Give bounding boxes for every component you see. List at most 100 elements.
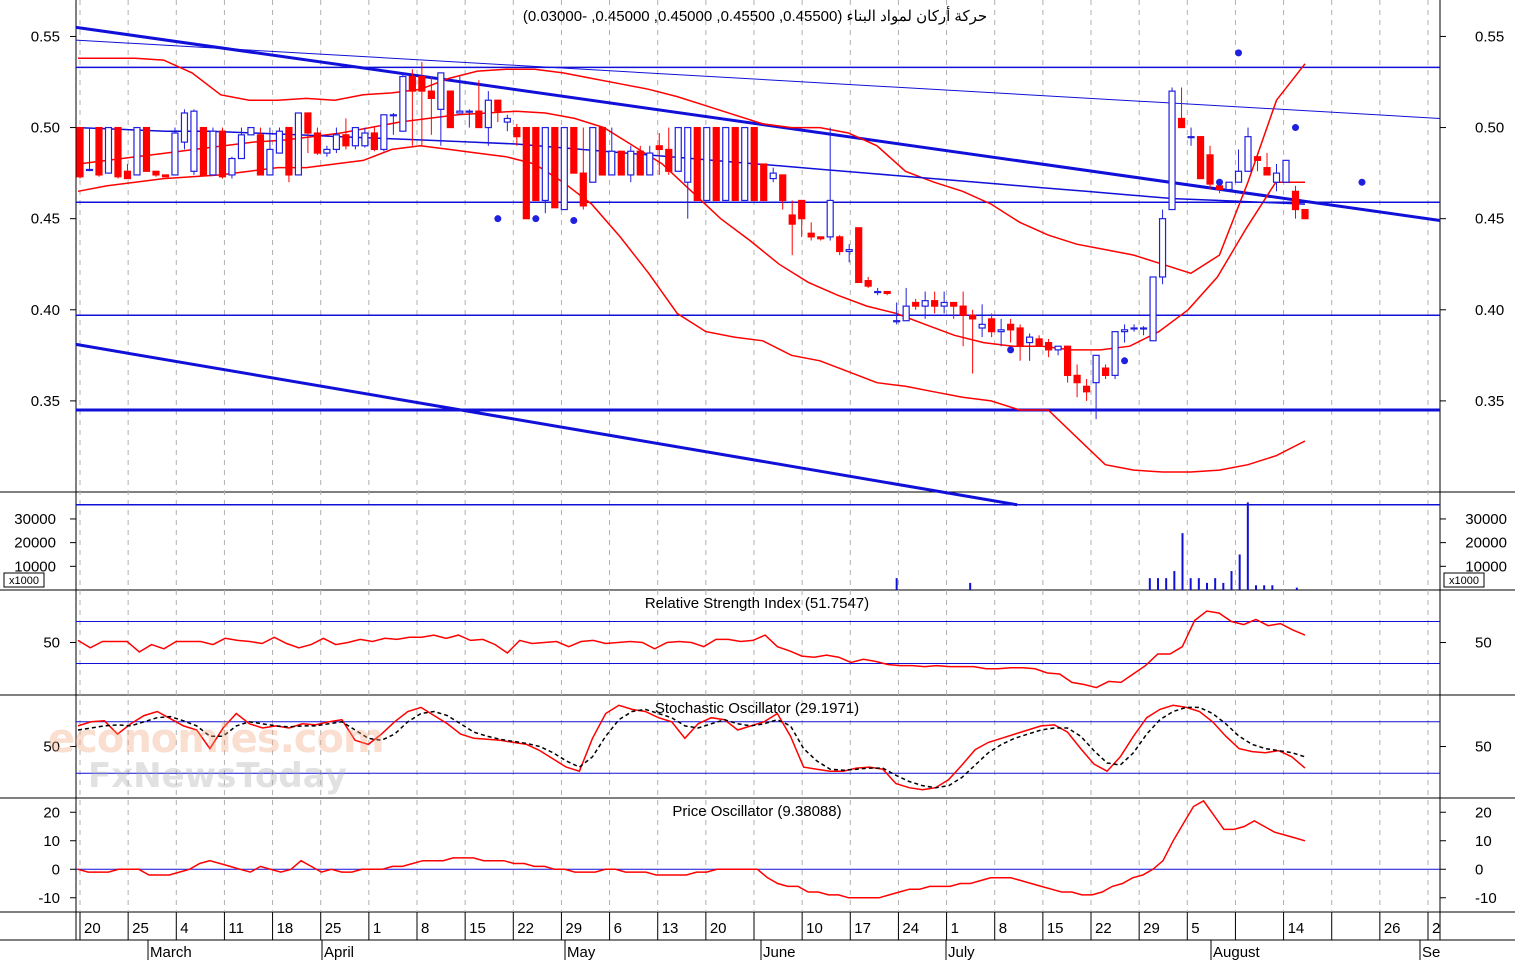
candle [845, 244, 853, 263]
candle-body [598, 126, 606, 176]
date-tick-label: 26 [1384, 920, 1401, 937]
volume-unit-label-right: x1000 [1449, 575, 1479, 587]
candle-body [817, 236, 825, 240]
candle-body [513, 126, 521, 138]
trend-line [75, 342, 1018, 507]
candle [750, 126, 758, 202]
month-label: April [324, 944, 354, 960]
candle [921, 291, 929, 319]
candle [418, 61, 426, 146]
candle-body [399, 75, 407, 132]
price-tick-label-left: 0.50 [31, 120, 60, 137]
candle-body [1092, 354, 1100, 384]
date-tick-label: 1 [373, 920, 381, 937]
candle [893, 302, 901, 325]
candle-body [85, 168, 94, 172]
date-tick-label: 10 [806, 920, 823, 937]
price-chart-title: حركة أركان لمواد البناء (0.45500, 0.4550… [523, 6, 987, 25]
candle [541, 126, 549, 214]
candle-body [285, 126, 293, 176]
candle [484, 91, 492, 146]
price-tick-label-left: 0.45 [31, 211, 60, 228]
candle [855, 227, 863, 284]
candle [323, 145, 331, 157]
date-tick-label: 29 [1143, 920, 1160, 937]
candle [465, 109, 473, 128]
indicator-title: Relative Strength Index (51.7547) [645, 595, 869, 612]
candle-body [731, 126, 739, 202]
candle-body [741, 126, 749, 202]
candle-body [1045, 341, 1053, 351]
candle [503, 114, 511, 132]
candle-body [342, 134, 350, 147]
indicator-tick-label-left: 50 [43, 635, 60, 652]
candle-body [465, 110, 473, 113]
signal-dot [1292, 124, 1300, 132]
candle-body [1244, 136, 1252, 172]
price-tick-label-right: 0.45 [1475, 211, 1504, 228]
candle-body [1054, 345, 1062, 351]
indicator-title: Stochastic Oscillator (29.1971) [655, 700, 859, 717]
date-tick-label: 6 [614, 920, 622, 937]
candle [494, 99, 502, 123]
candle-body [494, 99, 502, 112]
volume-unit-label-left: x1000 [9, 575, 39, 587]
candle-body [389, 114, 397, 117]
candle-body [332, 134, 340, 151]
date-tick-label: 24 [902, 920, 919, 937]
candle-body [950, 301, 958, 307]
candle-body [750, 126, 758, 202]
date-tick-label: 22 [1095, 920, 1112, 937]
indicator-series-line [77, 799, 1306, 899]
candle-body [665, 148, 673, 172]
candle [779, 174, 787, 210]
date-tick-label: 8 [421, 920, 429, 937]
candle [1092, 354, 1100, 420]
volume-tick-label-left: 30000 [14, 511, 56, 528]
signal-dot [570, 216, 578, 224]
candle-body [161, 174, 170, 178]
candle-body [1168, 90, 1176, 211]
signal-dot [1235, 49, 1243, 57]
candle-body [912, 301, 920, 307]
candle [218, 127, 227, 179]
candle-body [418, 75, 426, 92]
candle [950, 301, 958, 319]
candle-body [769, 172, 777, 180]
candle-body [1149, 276, 1157, 342]
price-tick-label-right: 0.40 [1475, 302, 1504, 319]
candle [199, 126, 208, 176]
candle [1263, 153, 1271, 176]
candle [171, 127, 179, 176]
candle [446, 90, 454, 129]
candle [332, 127, 340, 154]
signal-dot [1007, 346, 1015, 354]
candle-body [589, 126, 597, 183]
candle-body [570, 126, 578, 174]
candle [123, 164, 132, 180]
date-tick-label: 5 [1191, 920, 1199, 937]
date-tick-label: 14 [1288, 920, 1305, 937]
month-label: August [1213, 944, 1261, 960]
candle [931, 291, 939, 314]
candle [1253, 153, 1262, 172]
signal-dot [1121, 357, 1129, 365]
candle [1291, 185, 1300, 219]
candle-body [484, 99, 492, 129]
candle [380, 114, 388, 152]
candle-body [114, 126, 122, 178]
candle [342, 118, 350, 150]
candle [864, 276, 872, 288]
candle-body [646, 152, 654, 176]
candle [1016, 324, 1024, 361]
candle [551, 126, 559, 209]
indicator-title: Price Oscillator (9.38088) [672, 803, 841, 820]
volume-tick-label-left: 20000 [14, 535, 56, 552]
candle-body [1177, 117, 1186, 129]
price-tick-label-left: 0.55 [31, 28, 60, 45]
candle [902, 287, 910, 322]
candle-body [1111, 331, 1119, 376]
candle [1244, 127, 1252, 172]
candle-body [266, 148, 274, 176]
candle-body [76, 126, 84, 178]
